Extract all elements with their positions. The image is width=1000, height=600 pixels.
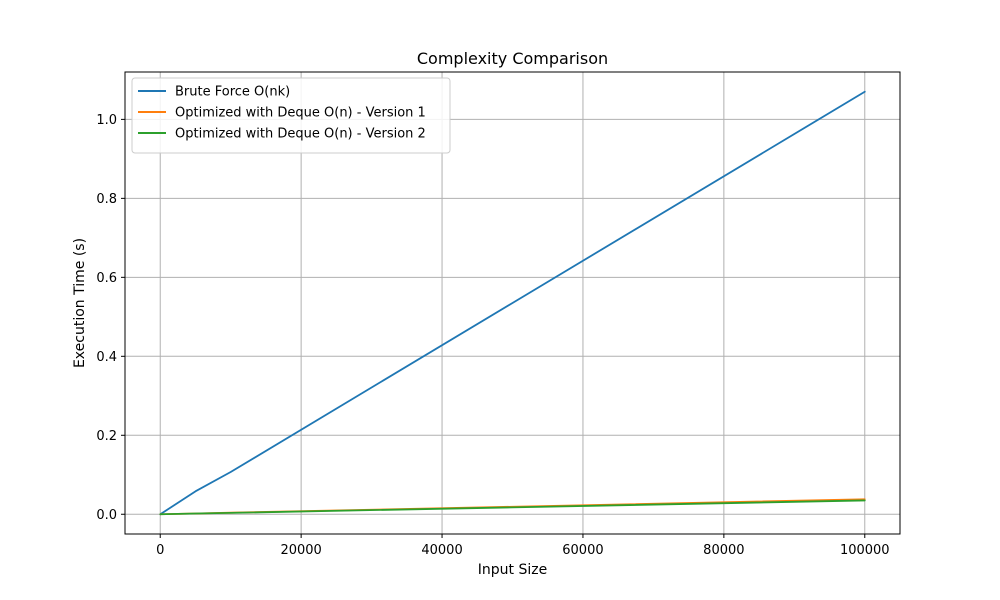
series-lines	[159, 90, 866, 516]
legend-box	[131, 77, 451, 154]
y-tick-label: 1.0	[96, 113, 117, 128]
y-tick-label: 0.6	[96, 271, 117, 286]
y-tick-label: 0.4	[96, 350, 117, 365]
series-line-1	[159, 90, 866, 516]
y-tick-label: 0.8	[96, 192, 117, 207]
axis-ticks: 0 20000 40000 60000 80000 100000 0.0 0.2 0.4 0.6 0…	[96, 113, 889, 558]
y-tick-label: 0.2	[96, 429, 117, 444]
x-tick-label: 100000	[840, 543, 890, 558]
x-tick-label: 20000	[280, 543, 321, 558]
x-tick-label: 40000	[421, 543, 462, 558]
legend-label: Optimized with Deque O(n) - Version 1	[175, 106, 426, 121]
y-axis-title: Execution Time (s)	[72, 238, 88, 368]
x-tick-label: 60000	[562, 543, 603, 558]
legend-label: Brute Force O(nk)	[175, 85, 290, 100]
legend: Brute Force O(nk) Optimized with Deque O(…	[131, 77, 451, 154]
legend-label: Optimized with Deque O(n) - Version 2	[175, 127, 426, 142]
x-tick-label: 0	[156, 543, 164, 558]
y-tick-label: 0.0	[96, 508, 117, 523]
plot-area	[124, 71, 901, 535]
series-line-3	[159, 499, 866, 516]
x-axis-title: Input Size	[478, 562, 547, 578]
chart-title: Complexity Comparison	[417, 49, 608, 68]
x-tick-label: 80000	[703, 543, 744, 558]
